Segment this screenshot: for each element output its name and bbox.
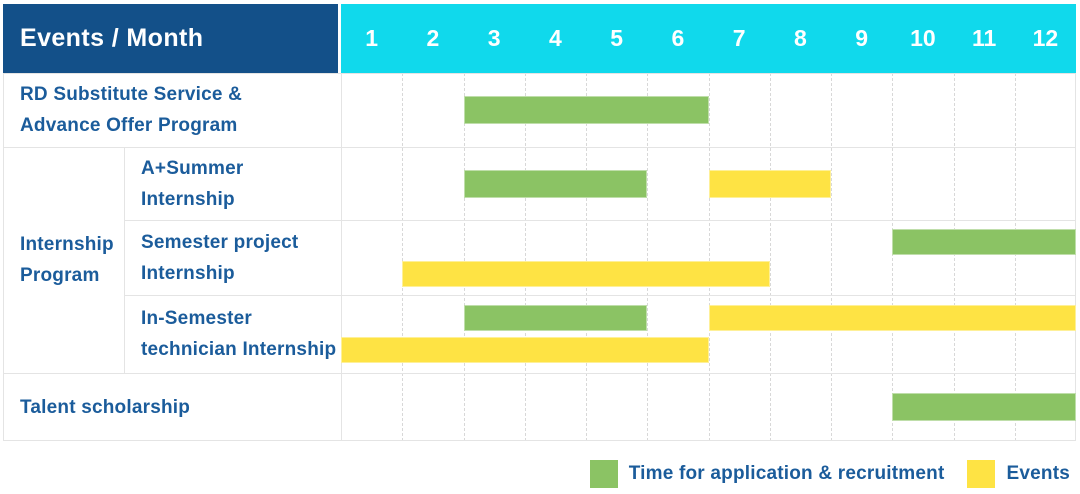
row-label-semester-project-internship: Semester project Internship (124, 220, 341, 295)
bar-recruitment (463, 169, 648, 198)
month-label: 3 (487, 25, 501, 51)
month-grid-line (524, 73, 526, 441)
table-header-title: Events / Month (20, 24, 204, 52)
row-divider-line (3, 440, 1076, 441)
month-label: 8 (793, 25, 807, 51)
row-label-a-summer-internship: A+Summer Internship (124, 147, 341, 220)
legend-label-recruitment: Time for application & recruitment (628, 463, 945, 484)
row-label-in-semester-technician-internship: In-Semester technician Internship (124, 295, 341, 373)
row-divider-line (124, 220, 1076, 221)
column-divider-line (1075, 73, 1076, 441)
month-label: 4 (548, 25, 562, 51)
legend-item-events: Events (967, 460, 1070, 488)
months-header: 1 2 3 4 5 6 7 8 9 10 11 12 (341, 4, 1076, 73)
bar-event (708, 305, 1076, 331)
legend-item-recruitment: Time for application & recruitment (589, 460, 945, 488)
month-grid-line (708, 73, 710, 441)
label-line: Internship (141, 188, 235, 210)
month-grid-line (892, 73, 894, 441)
row-divider-line (3, 373, 1076, 374)
group-label-internship-program: Internship Program (3, 147, 124, 373)
month-grid-line (586, 73, 587, 441)
label-line: technician Internship (141, 339, 337, 360)
legend-swatch-green (589, 460, 618, 488)
row-label-rd-substitute-service: RD Substitute Service & Advance Offer Pr… (3, 73, 341, 147)
month-grid-line (831, 73, 832, 441)
month-grid-line (463, 73, 465, 441)
legend: Time for application & recruitment Event… (589, 458, 1070, 490)
month-label: 6 (671, 25, 685, 51)
row-divider-line (124, 295, 1076, 296)
label-line: Talent scholarship (20, 396, 191, 418)
bar-event (402, 260, 770, 287)
label-line: RD Substitute Service & (20, 84, 243, 105)
bar-event (708, 169, 831, 198)
bar-recruitment (892, 393, 1076, 421)
label-line: Advance Offer Program (20, 115, 238, 136)
month-grid-line (402, 73, 404, 441)
bar-recruitment (463, 305, 648, 331)
label-line: In-Semester (141, 308, 252, 329)
month-label: 10 (910, 25, 936, 51)
label-line: Internship (20, 234, 114, 255)
table-header-events-month: Events / Month (3, 4, 338, 73)
bar-event (341, 337, 709, 363)
column-divider-line (124, 147, 125, 373)
row-divider-line (3, 147, 1076, 148)
month-grid-line (769, 73, 771, 441)
label-line: Semester project (141, 231, 299, 253)
month-label: 11 (971, 25, 997, 51)
month-label: 1 (365, 25, 379, 51)
row-divider-line (3, 73, 1076, 74)
label-line: A+Summer (141, 157, 244, 179)
month-grid-line (647, 73, 649, 441)
month-label: 7 (732, 25, 746, 51)
bar-recruitment (463, 96, 709, 124)
month-label: 12 (1032, 25, 1059, 51)
gantt-table: Events / Month 1 2 3 4 5 6 7 8 9 10 11 12 RD Substi… (3, 4, 1076, 441)
label-line: Program (20, 265, 100, 286)
month-label: 5 (610, 25, 624, 51)
month-label: 2 (426, 25, 440, 51)
legend-swatch-yellow (967, 460, 996, 488)
column-divider-line (3, 73, 4, 441)
column-divider-line (341, 73, 342, 441)
month-label: 9 (855, 25, 869, 51)
legend-label-events: Events (1006, 463, 1070, 484)
label-line: Internship (141, 262, 235, 284)
month-grid-line (1014, 73, 1016, 441)
bar-recruitment (892, 228, 1076, 255)
month-grid-line (953, 73, 955, 441)
row-label-talent-scholarship: Talent scholarship (3, 373, 341, 441)
